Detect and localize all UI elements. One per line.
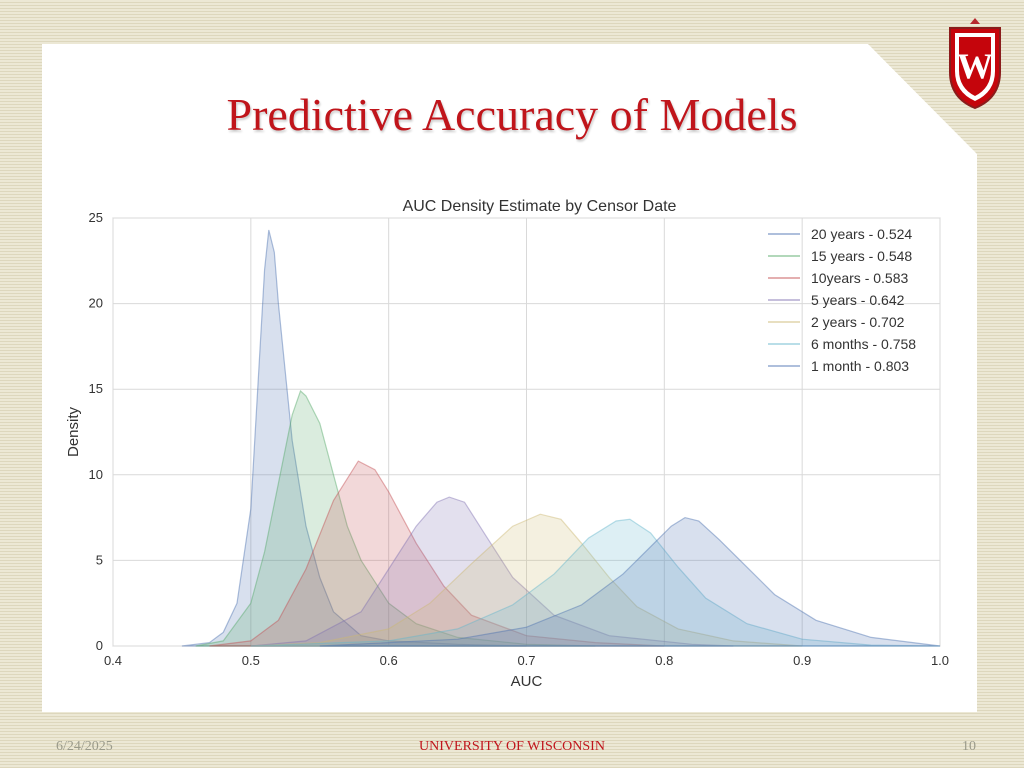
x-tick-label: 0.4 xyxy=(104,653,122,668)
y-tick-label: 25 xyxy=(89,210,103,225)
x-tick-label: 0.6 xyxy=(380,653,398,668)
page-number: 10 xyxy=(962,739,976,754)
legend-entry-2: 10years - 0.583 xyxy=(811,270,908,286)
legend-entry-0: 20 years - 0.524 xyxy=(811,226,912,242)
slide-title: Predictive Accuracy of Models xyxy=(226,89,798,140)
footer-date: 6/24/2025 xyxy=(56,739,113,754)
legend-entry-4: 2 years - 0.702 xyxy=(811,314,905,330)
series-area-2 xyxy=(209,460,665,647)
university-crest-logo: W xyxy=(949,18,1001,110)
footer-institution: UNIVERSITY OF WISCONSIN xyxy=(419,739,605,754)
auc-density-chart: 0.4 0.5 0.6 0.7 0.8 0.9 1.0 0 5 10 15 20 25 AUC Densi… xyxy=(65,198,949,690)
y-axis-label: Density xyxy=(65,406,82,457)
y-tick-label: 5 xyxy=(96,552,103,567)
x-tick-label: 0.8 xyxy=(655,653,673,668)
chart-title: AUC Density Estimate by Censor Date xyxy=(403,198,677,215)
x-tick-label: 1.0 xyxy=(931,653,949,668)
series-area-1 xyxy=(195,389,596,647)
crest-letter: W xyxy=(957,46,993,86)
legend-entry-5: 6 months - 0.758 xyxy=(811,336,916,352)
legend-entry-1: 15 years - 0.548 xyxy=(811,248,912,264)
series-area-5 xyxy=(250,518,941,647)
series-area-6 xyxy=(319,516,941,647)
y-tick-label: 15 xyxy=(89,381,103,396)
y-tick-label: 10 xyxy=(89,467,103,482)
series-area-3 xyxy=(250,496,734,647)
y-tick-label: 20 xyxy=(89,296,103,311)
x-tick-label: 0.5 xyxy=(242,653,260,668)
legend-entry-3: 5 years - 0.642 xyxy=(811,292,905,308)
x-axis-label: AUC xyxy=(511,673,543,690)
series-area-0 xyxy=(181,229,527,647)
legend-entry-6: 1 month - 0.803 xyxy=(811,358,909,374)
x-tick-label: 0.7 xyxy=(517,653,535,668)
x-tick-label: 0.9 xyxy=(793,653,811,668)
series-area-4 xyxy=(250,513,803,647)
y-tick-label: 0 xyxy=(96,638,103,653)
